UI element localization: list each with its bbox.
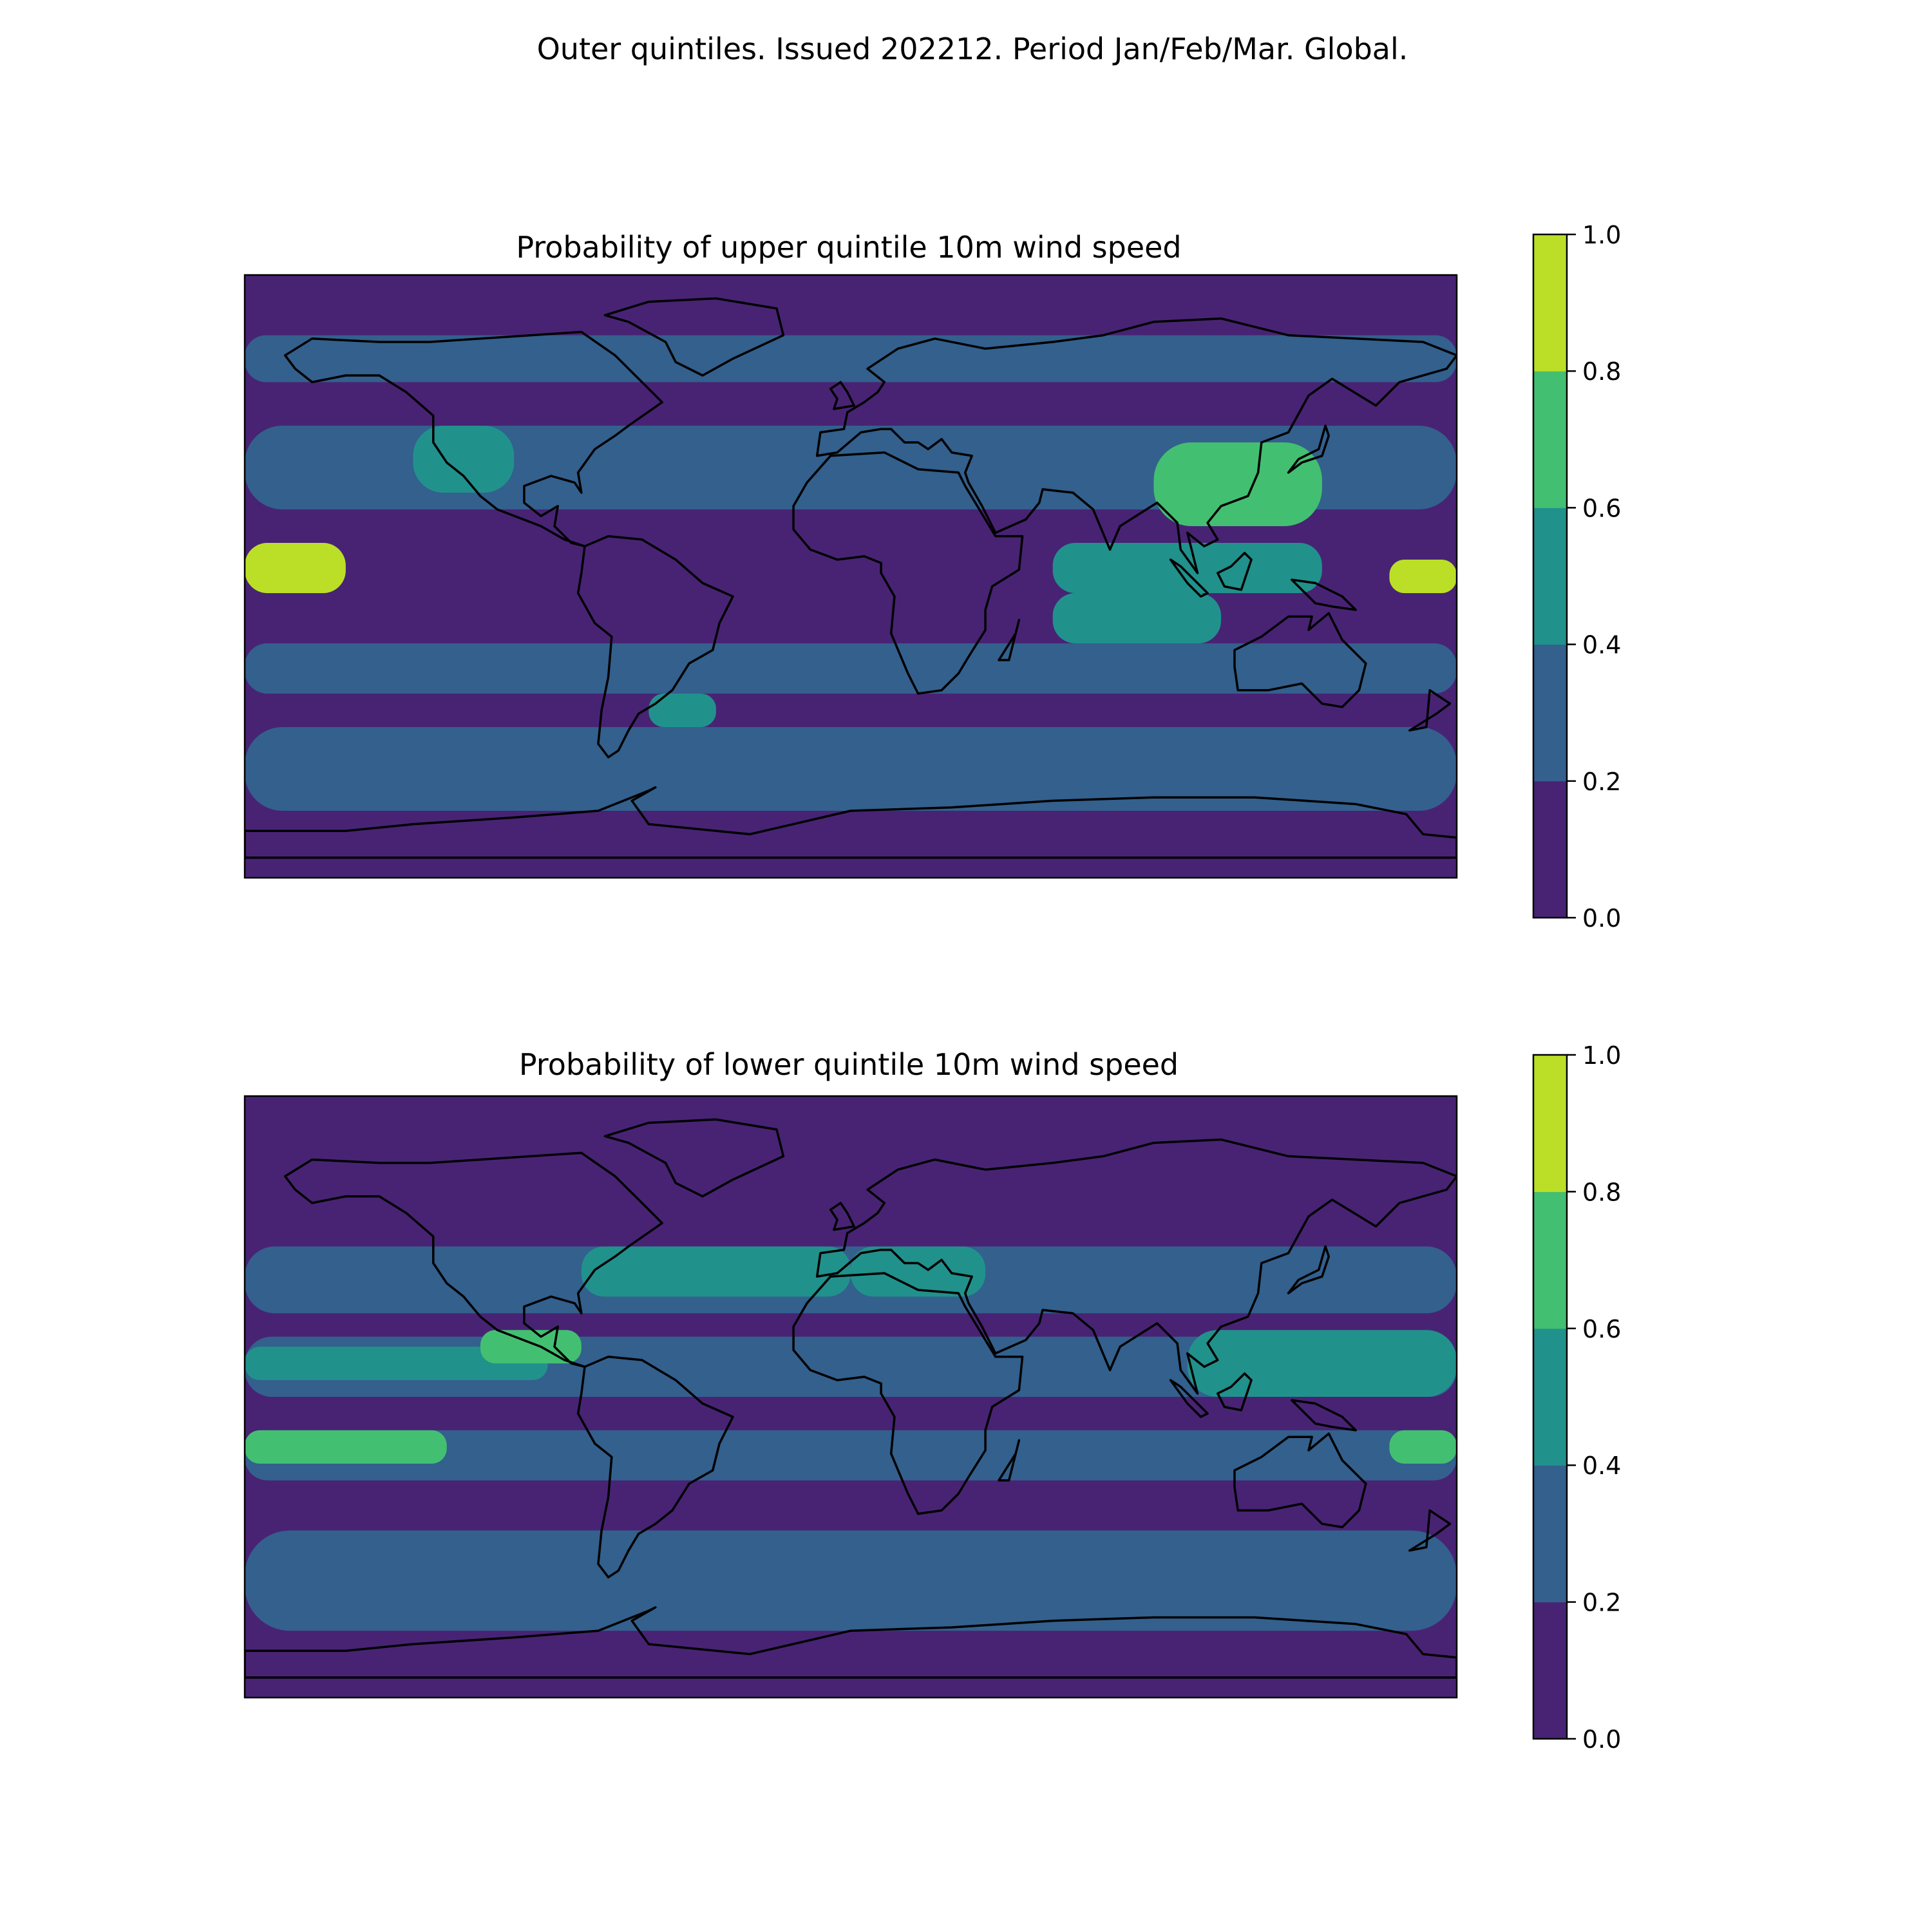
- colorbar-frame: [1532, 1054, 1568, 1740]
- colorbar-segment: [1533, 1602, 1567, 1739]
- coastline-eurasia: [815, 317, 1457, 574]
- colorbar-segment: [1533, 371, 1567, 508]
- contour-region: [1389, 560, 1457, 593]
- contour-region: [1153, 442, 1322, 526]
- colorbar-segment: [1533, 234, 1567, 372]
- coastline-new-zealand: [1408, 1509, 1452, 1552]
- coastline-australia: [1233, 1432, 1367, 1529]
- colorbar-tick-label: 0.6: [1582, 494, 1621, 522]
- contour-region: [1187, 1330, 1457, 1397]
- colorbar-tick-label: 0.8: [1582, 1178, 1621, 1206]
- colorbar-tick-label: 0.2: [1582, 1589, 1621, 1617]
- panel-lower: Probability of lower quintile 10m wind s…: [243, 1041, 1621, 1754]
- colorbar-segment: [1533, 1055, 1567, 1192]
- colorbar-tick-label: 1.0: [1582, 1041, 1621, 1070]
- contour-region: [851, 1246, 986, 1297]
- coastline-africa: [792, 451, 1024, 695]
- coastline-south-america: [576, 1355, 734, 1578]
- contour-region: [245, 1347, 548, 1381]
- coastline-africa: [792, 1272, 1024, 1515]
- contour-region: [1389, 1430, 1457, 1464]
- coastline-japan: [1287, 424, 1331, 474]
- coastline-new-zealand: [1408, 689, 1452, 732]
- contour-region: [245, 727, 1457, 811]
- contour-region: [245, 543, 346, 593]
- coastline-north-america: [283, 330, 663, 547]
- colorbar-segment: [1533, 1465, 1567, 1603]
- coastline-japan: [1287, 1245, 1331, 1294]
- contour-region: [413, 426, 515, 493]
- contour-region: [245, 335, 1457, 383]
- coastline-madagascar: [998, 1439, 1021, 1482]
- colorbar-frame: [1532, 233, 1568, 919]
- figure-title: Outer quintiles. Issued 202212. Period J…: [537, 32, 1408, 66]
- colorbar-tick-label: 0.4: [1582, 1452, 1621, 1480]
- coastline-antarctica: [245, 1606, 1457, 1679]
- map-upper: [243, 274, 1458, 879]
- colorbar-segment: [1533, 781, 1567, 918]
- coastline-north-america: [283, 1151, 663, 1368]
- contour-region: [245, 1430, 447, 1464]
- colorbar-segment: [1533, 1191, 1567, 1329]
- panel-upper-title: Probability of upper quintile 10m wind s…: [516, 230, 1181, 265]
- coastline-uk: [829, 1202, 855, 1231]
- colorbar-tick-label: 1.0: [1582, 221, 1621, 249]
- contour-region: [245, 1246, 1457, 1314]
- coastline-south-america: [576, 535, 734, 759]
- contour-region: [1052, 543, 1322, 593]
- coastline-madagascar: [998, 618, 1021, 661]
- colorbar-tick-label: 0.0: [1582, 904, 1621, 933]
- contour-region: [1052, 593, 1222, 643]
- colorbar-tick-label: 0.0: [1582, 1725, 1621, 1754]
- contour-region: [581, 1246, 851, 1297]
- coastline-new-guinea: [1291, 578, 1357, 611]
- coastline-greenland: [603, 297, 785, 377]
- colorbar-segment: [1533, 507, 1567, 645]
- colorbar-tick-label: 0.6: [1582, 1315, 1621, 1343]
- coastline-eurasia: [815, 1138, 1457, 1395]
- colorbar-tick-label: 0.4: [1582, 631, 1621, 659]
- contour-region: [245, 1530, 1457, 1631]
- colorbar-segment: [1533, 644, 1567, 782]
- coastline-borneo: [1217, 1372, 1253, 1412]
- coastline-sumatra: [1169, 1379, 1209, 1418]
- coastline-sumatra: [1169, 558, 1209, 598]
- colorbar-upper: 0.0 0.2 0.4 0.6 0.8 1.0: [1532, 221, 1621, 933]
- contour-region: [649, 694, 716, 727]
- colorbar-segment: [1533, 1328, 1567, 1466]
- coastline-greenland: [603, 1118, 785, 1198]
- coastline-antarctica: [245, 786, 1457, 859]
- coastline-uk: [829, 381, 855, 410]
- colorbar-lower: 0.0 0.2 0.4 0.6 0.8 1.0: [1532, 1041, 1621, 1754]
- panel-upper: Probability of upper quintile 10m wind s…: [243, 221, 1621, 933]
- map-field-lower: [245, 1096, 1457, 1698]
- panel-lower-title: Probability of lower quintile 10m wind s…: [519, 1047, 1179, 1082]
- coastline-australia: [1233, 612, 1367, 708]
- colorbar-tick-label: 0.2: [1582, 768, 1621, 796]
- map-frame: [243, 1095, 1458, 1699]
- map-lower: [243, 1095, 1458, 1699]
- coastline-new-guinea: [1291, 1399, 1357, 1432]
- map-frame: [243, 274, 1458, 879]
- contour-region: [245, 1430, 1457, 1481]
- coastline-borneo: [1217, 551, 1253, 591]
- map-field-upper: [245, 275, 1457, 878]
- contour-region: [245, 643, 1457, 694]
- colorbar-tick-label: 0.8: [1582, 357, 1621, 386]
